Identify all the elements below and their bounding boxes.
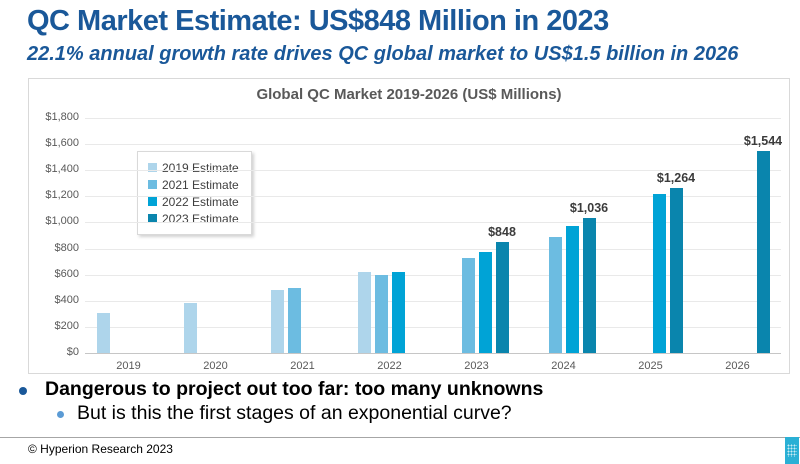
bar-2022-estimate-2022 <box>391 272 405 353</box>
legend-swatch-icon <box>148 163 157 172</box>
legend-label: 2021 Estimate <box>162 177 239 192</box>
legend-item-2023-estimate: 2023 Estimate <box>148 210 239 227</box>
bar-2019-estimate-2020 <box>183 302 197 353</box>
y-axis-label-$200: $200 <box>54 319 79 332</box>
bar-2022-estimate-2024 <box>565 226 579 353</box>
legend-swatch-icon <box>148 197 157 206</box>
gridline-$1,600 <box>85 144 781 146</box>
bar-2023-estimate-2026 <box>756 151 770 353</box>
legend-label: 2022 Estimate <box>162 194 239 209</box>
y-axis-label-$1,600: $1,600 <box>45 137 79 150</box>
data-label-2025: $1,264 <box>656 170 696 185</box>
bar-2019-estimate-2021 <box>270 289 284 353</box>
bar-2021-estimate-2024 <box>548 236 562 353</box>
x-axis-label-2023: 2023 <box>464 360 489 372</box>
gridline-$600 <box>85 274 781 276</box>
gridline-$400 <box>85 300 781 302</box>
bullet-dot <box>19 387 27 395</box>
x-axis-label-2024: 2024 <box>551 360 576 372</box>
bar-2021-estimate-2023 <box>461 257 475 353</box>
footer-copyright: © Hyperion Research 2023 <box>28 442 173 456</box>
gridline-$1,200 <box>85 196 781 198</box>
bar-2021-estimate-2021 <box>287 288 301 353</box>
bar-2022-estimate-2023 <box>478 252 492 353</box>
y-axis-label-$0: $0 <box>66 346 79 358</box>
x-axis-label-2019: 2019 <box>116 360 141 372</box>
x-axis-label-2021: 2021 <box>290 360 315 372</box>
data-label-2024: $1,036 <box>569 200 609 215</box>
y-axis-label-$1,000: $1,000 <box>45 215 79 228</box>
x-axis-label-2026: 2026 <box>725 360 750 372</box>
y-axis-label-$400: $400 <box>54 293 79 306</box>
bullet-main: Dangerous to project out too far: too ma… <box>45 378 544 400</box>
y-axis-label-$1,800: $1,800 <box>45 111 79 123</box>
gridline-$200 <box>85 326 781 328</box>
y-axis-label-$600: $600 <box>54 267 79 280</box>
bar-2019-estimate-2022 <box>357 272 371 353</box>
bar-2019-estimate-2019 <box>96 313 110 353</box>
gridline-$0 <box>85 353 781 354</box>
legend-label: 2019 Estimate <box>162 160 239 175</box>
x-axis-label-2025: 2025 <box>638 360 663 372</box>
legend-swatch-icon <box>148 214 157 223</box>
data-label-2026: $1,544 <box>743 134 783 149</box>
x-axis-label-2020: 2020 <box>203 360 228 372</box>
bar-2021-estimate-2022 <box>374 274 388 353</box>
legend-label: 2023 Estimate <box>162 211 239 226</box>
bar-2022-estimate-2025 <box>652 194 666 353</box>
gridline-$1,800 <box>85 118 781 119</box>
footer-divider <box>0 437 800 438</box>
slide-subtitle: 22.1% annual growth rate drives QC globa… <box>27 43 739 65</box>
legend-swatch-icon <box>148 180 157 189</box>
bullet-sub: But is this the first stages of an expon… <box>77 402 512 424</box>
chart-legend: 2019 Estimate 2021 Estimate 2022 Estimate 2… <box>137 151 252 235</box>
data-label-2023: $848 <box>488 225 516 240</box>
sub-bullet-dot <box>57 411 64 418</box>
bar-2023-estimate-2023 <box>495 242 509 353</box>
chart-title: Global QC Market 2019-2026 (US$ Millions… <box>256 86 562 103</box>
y-axis-label-$1,200: $1,200 <box>45 189 79 202</box>
hyperion-logo-icon <box>785 437 799 464</box>
x-axis-label-2022: 2022 <box>377 360 402 372</box>
logo-dot-pattern <box>787 444 797 457</box>
legend-item-2021-estimate: 2021 Estimate <box>148 176 239 193</box>
legend-item-2022-estimate: 2022 Estimate <box>148 193 239 210</box>
legend-item-2019-estimate: 2019 Estimate <box>148 159 239 176</box>
y-axis-label-$1,400: $1,400 <box>45 163 79 176</box>
gridline-$1,400 <box>85 170 781 172</box>
bar-2023-estimate-2025 <box>669 187 683 353</box>
slide-title: QC Market Estimate: US$848 Million in 20… <box>27 5 609 37</box>
qc-market-chart: Global QC Market 2019-2026 (US$ Millions… <box>28 78 790 374</box>
gridline-$800 <box>85 248 781 250</box>
gridline-$1,000 <box>85 222 781 224</box>
bar-2023-estimate-2024 <box>582 217 596 353</box>
y-axis-label-$800: $800 <box>54 241 79 254</box>
